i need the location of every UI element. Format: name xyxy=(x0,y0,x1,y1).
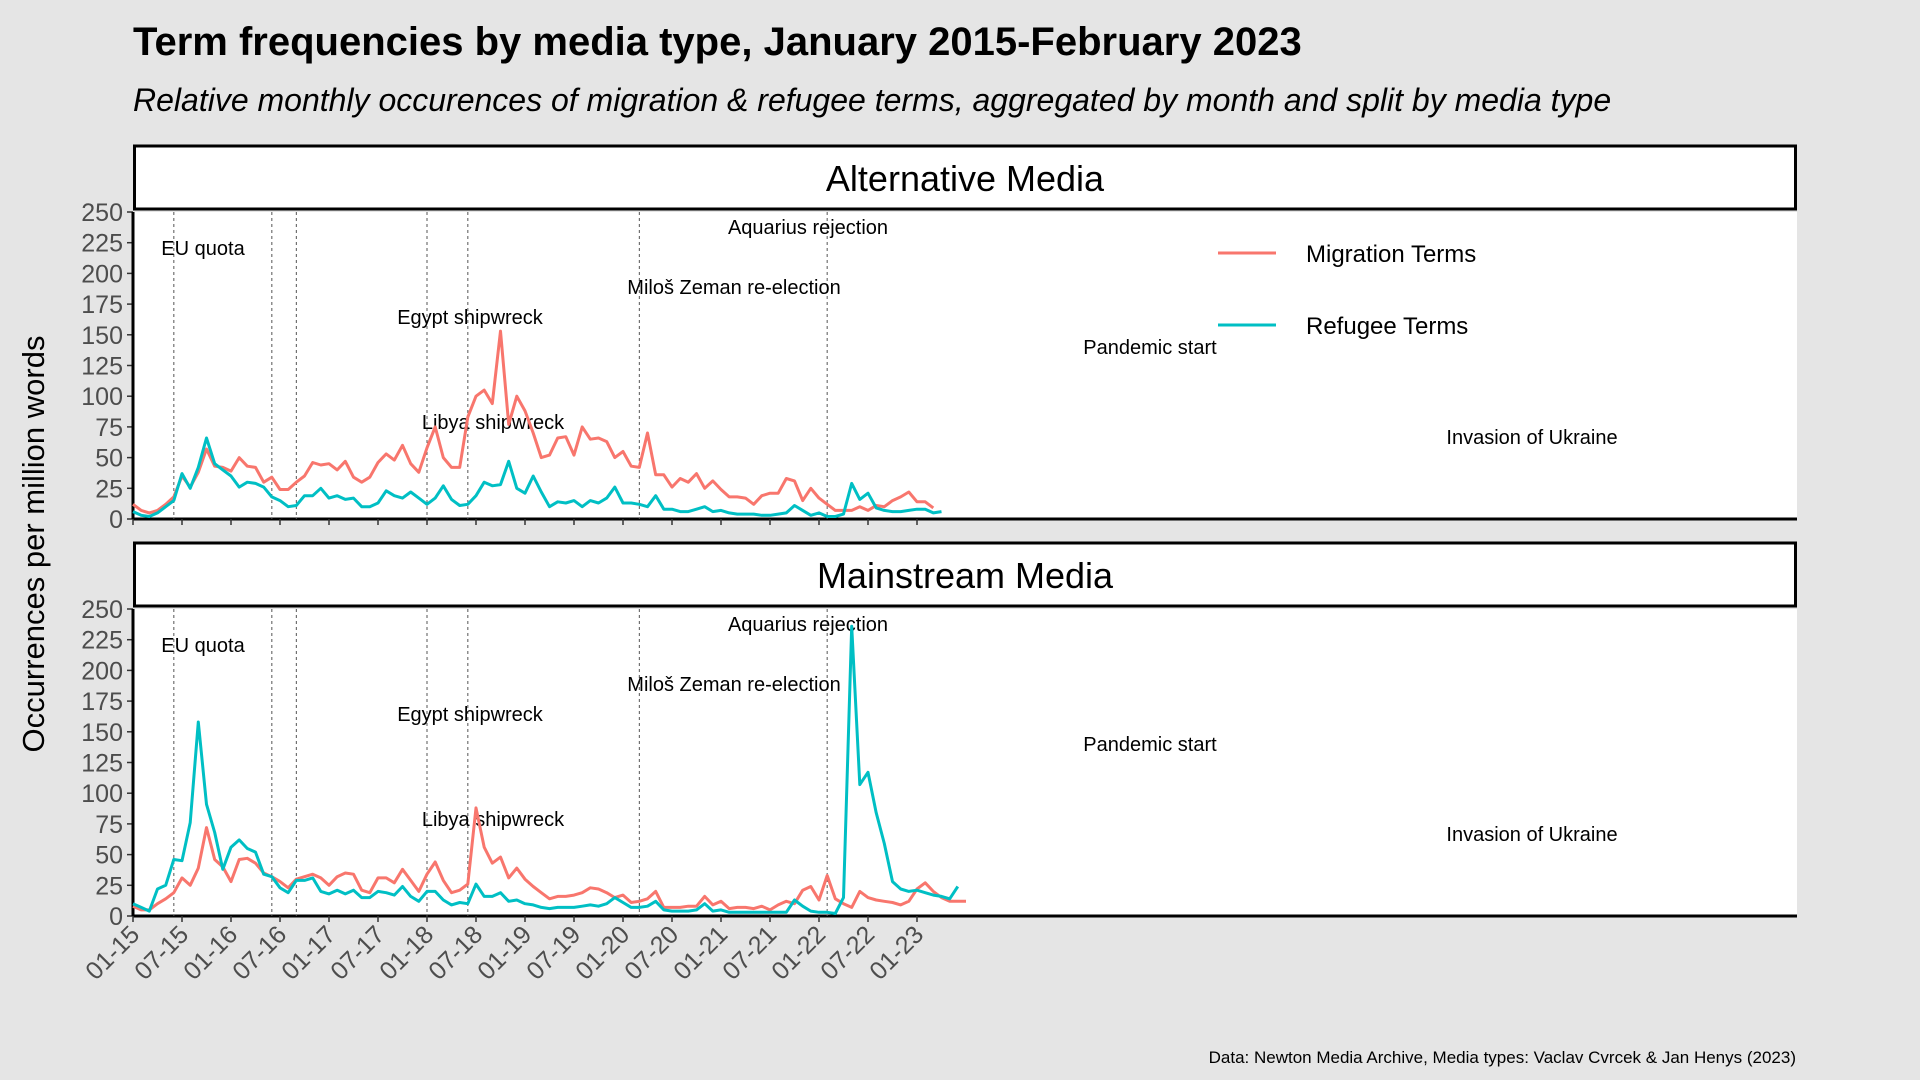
refugee-terms-line xyxy=(132,624,960,915)
x-tick-label: 01-16 xyxy=(178,920,243,985)
x-tick-label: 07-20 xyxy=(619,920,684,985)
event-label: Aquarius rejection xyxy=(728,217,888,239)
x-tick-label: 07-22 xyxy=(815,920,880,985)
panel-background xyxy=(133,212,1797,519)
chart-subtitle: Relative monthly occurences of migration… xyxy=(133,82,1612,118)
legend-label-refugee: Refugee Terms xyxy=(1306,313,1468,340)
x-tick-label: 01-21 xyxy=(668,920,733,985)
y-tick-label: 0 xyxy=(109,506,123,534)
event-label: Miloš Zeman re-election xyxy=(627,277,840,299)
facet-label: Alternative Media xyxy=(826,158,1105,199)
event-label: Libya shipwreck xyxy=(422,412,565,434)
event-label: Libya shipwreck xyxy=(422,809,565,831)
migration-terms-line xyxy=(132,329,935,515)
y-tick-label: 150 xyxy=(81,719,123,747)
event-label: Pandemic start xyxy=(1083,337,1217,359)
event-label: Egypt shipwreck xyxy=(397,307,544,329)
y-tick-label: 225 xyxy=(81,230,123,258)
y-axis-title: Occurrences per million words xyxy=(16,336,51,753)
event-label: Invasion of Ukraine xyxy=(1446,824,1617,846)
event-label: Aquarius rejection xyxy=(728,614,888,636)
y-tick-label: 200 xyxy=(81,260,123,288)
y-tick-label: 250 xyxy=(81,596,123,624)
y-tick-label: 100 xyxy=(81,383,123,411)
chart-title: Term frequencies by media type, January … xyxy=(133,20,1302,64)
refugee-terms-line xyxy=(132,436,942,518)
x-tick-label: 07-15 xyxy=(129,920,194,985)
event-label: EU quota xyxy=(161,635,245,657)
x-tick-label: 01-19 xyxy=(472,920,537,985)
y-tick-label: 225 xyxy=(81,627,123,655)
facet-strip xyxy=(133,144,1797,211)
y-tick-label: 25 xyxy=(95,475,123,503)
y-tick-label: 175 xyxy=(81,688,123,716)
y-tick-label: 25 xyxy=(95,872,123,900)
y-tick-label: 125 xyxy=(81,750,123,778)
x-tick-label: 01-17 xyxy=(276,920,341,985)
data-source-caption: Data: Newton Media Archive, Media types:… xyxy=(1208,1048,1796,1067)
y-tick-label: 150 xyxy=(81,322,123,350)
y-tick-label: 75 xyxy=(95,414,123,442)
y-tick-label: 50 xyxy=(95,842,123,870)
x-tick-label: 01-18 xyxy=(374,920,439,985)
event-label: Pandemic start xyxy=(1083,734,1217,756)
event-label: Miloš Zeman re-election xyxy=(627,674,840,696)
panel-background xyxy=(133,609,1797,916)
event-label: EU quota xyxy=(161,238,245,260)
y-tick-label: 0 xyxy=(109,903,123,931)
y-tick-label: 50 xyxy=(95,445,123,473)
x-tick-label: 01-20 xyxy=(570,920,635,985)
x-tick-label: 01-22 xyxy=(766,920,831,985)
x-tick-label: 07-16 xyxy=(227,920,292,985)
event-label: Egypt shipwreck xyxy=(397,704,544,726)
x-tick-label: 07-18 xyxy=(423,920,488,985)
y-tick-label: 200 xyxy=(81,657,123,685)
y-tick-label: 175 xyxy=(81,291,123,319)
event-label: Invasion of Ukraine xyxy=(1446,427,1617,449)
y-tick-label: 125 xyxy=(81,353,123,381)
y-tick-label: 75 xyxy=(95,811,123,839)
x-tick-label: 07-19 xyxy=(521,920,586,985)
legend-label-migration: Migration Terms xyxy=(1306,241,1476,268)
facet-strip xyxy=(133,541,1797,608)
facet-label: Mainstream Media xyxy=(817,555,1114,596)
x-tick-label: 01-23 xyxy=(864,920,929,985)
y-tick-label: 250 xyxy=(81,199,123,227)
x-tick-label: 07-17 xyxy=(325,920,390,985)
y-tick-label: 100 xyxy=(81,780,123,808)
x-tick-label: 07-21 xyxy=(717,920,782,985)
